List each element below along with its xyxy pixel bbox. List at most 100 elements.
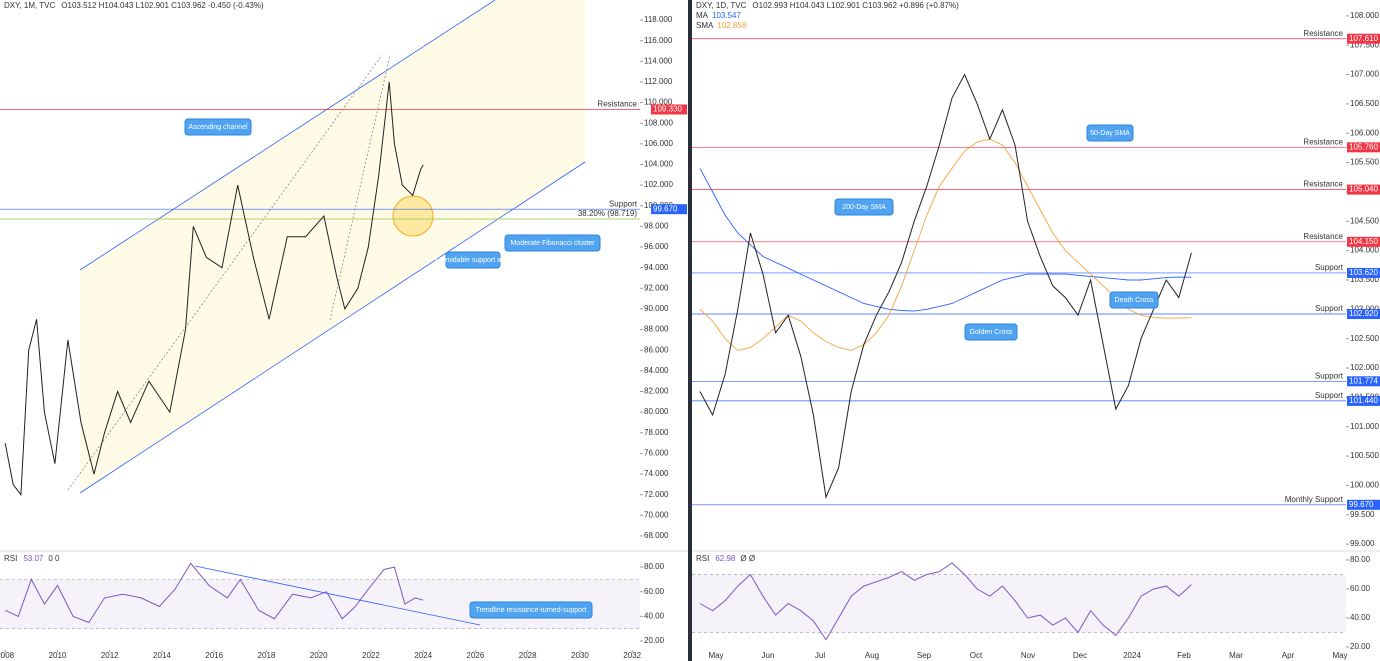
callout (1086, 124, 1134, 142)
y-tick-label: 106.000 (644, 139, 673, 148)
fib-trend (67, 54, 383, 491)
x-tick-label: 2020 (310, 651, 328, 660)
callout (445, 251, 501, 269)
x-tick-label: Feb (1177, 651, 1191, 660)
level-label: Resistance (597, 100, 637, 109)
x-tick-label: 2016 (205, 651, 223, 660)
callout-text: 200-Day SMA (842, 204, 886, 211)
level-label: Support (1315, 371, 1344, 380)
y-tick-label: 74.000 (644, 469, 669, 478)
y-tick-label: 60.00 (1350, 584, 1371, 593)
y-tick-label: 102.500 (1350, 334, 1379, 343)
price-tag (651, 204, 687, 215)
channel-lower (79, 161, 586, 494)
header-ohlc: O102.993 H104.043 L102.901 C103.962 +0.8… (752, 1, 959, 10)
x-tick-label: 2022 (362, 651, 380, 660)
price-tag-label: 101.440 (1349, 396, 1378, 405)
x-tick-label: 2032 (623, 651, 641, 660)
y-tick-label: 105.500 (1350, 158, 1379, 167)
x-tick-label: Sep (917, 651, 932, 660)
x-tick-label: 2014 (153, 651, 171, 660)
legend-name: SMA (696, 21, 714, 30)
x-tick-label: Jun (762, 651, 775, 660)
y-tick-label: 20.00 (1350, 642, 1371, 651)
y-tick-label: 107.000 (1350, 70, 1379, 79)
header-title: DXY, 1M, TVC (4, 1, 56, 10)
price-tag-label: 107.610 (1349, 34, 1378, 43)
level-label: Resistance (1303, 232, 1343, 241)
y-tick-label: 108.000 (644, 118, 673, 127)
price-line (699, 562, 1192, 641)
x-tick-label: Nov (1021, 651, 1035, 660)
y-tick-label: 101.000 (1350, 422, 1379, 431)
x-tick-label: 2010 (49, 651, 67, 660)
y-tick-label: 104.000 (1350, 246, 1379, 255)
header-title: DXY, 1D, TVC (696, 1, 747, 10)
price-tag (1347, 142, 1380, 153)
y-tick-label: 40.00 (1350, 613, 1371, 622)
support-area (392, 195, 434, 237)
price-tag (1347, 309, 1380, 320)
y-tick-label: 88.000 (644, 325, 669, 334)
callout (504, 234, 601, 252)
channel-fill (80, 0, 585, 493)
fib-trend (329, 54, 391, 321)
y-tick-label: 103.000 (1350, 304, 1379, 313)
x-tick-label: 2008 (0, 651, 15, 660)
y-tick-label: 100.500 (1350, 451, 1379, 460)
sma-line (699, 138, 1192, 351)
price-tag-label: 99.670 (1349, 500, 1374, 509)
x-tick-label: Oct (970, 651, 983, 660)
price-tag-label: 101.774 (1349, 376, 1378, 385)
y-tick-label: 102.000 (1350, 363, 1379, 372)
price-tag-label: 109.330 (653, 105, 682, 114)
y-tick-label: 102.000 (644, 180, 673, 189)
price-tag (1347, 499, 1380, 510)
price-tag-label: 104.150 (1349, 237, 1378, 246)
y-tick-label: 20.00 (644, 636, 665, 645)
price-tag-label: 105.040 (1349, 185, 1378, 194)
y-tick-label: 92.000 (644, 283, 669, 292)
price-line (4, 562, 424, 624)
price-tag-label: 99.670 (653, 204, 678, 213)
y-tick-label: 100.000 (1350, 481, 1379, 490)
y-tick-label: 106.500 (1350, 99, 1379, 108)
legend-value: 103.547 (712, 11, 741, 20)
x-tick-label: May (1332, 651, 1347, 660)
header-ohlc: O103.512 H104.043 L102.901 C103.962 -0.4… (61, 1, 264, 10)
y-tick-label: 99.000 (1350, 539, 1375, 548)
price-tag (1347, 184, 1380, 195)
legend-value: 102.858 (717, 21, 746, 30)
y-tick-label: 116.000 (644, 36, 673, 45)
price-tag (1347, 267, 1380, 278)
price-tag (1347, 395, 1380, 406)
price-tag-label: 103.620 (1349, 268, 1378, 277)
level-label: 38.20% (98.719) (578, 209, 637, 218)
callout (834, 198, 894, 216)
y-tick-label: 40.00 (644, 611, 665, 620)
x-tick-label: 2026 (467, 651, 485, 660)
callout (184, 118, 252, 136)
legend-name: MA (696, 11, 709, 20)
callout (469, 601, 593, 619)
callout-text: Ascending channel (188, 124, 248, 131)
price-tag (651, 104, 687, 115)
level-label: Support (1315, 263, 1344, 272)
y-tick-label: 86.000 (644, 345, 669, 354)
callout-text: 50-Day SMA (1090, 130, 1130, 137)
level-label: Resistance (1303, 137, 1343, 146)
price-tag (1347, 376, 1380, 387)
x-tick-label: Dec (1073, 651, 1087, 660)
sma-line (699, 168, 1192, 312)
level-label: Support (1315, 391, 1344, 400)
y-tick-label: 80.000 (644, 407, 669, 416)
callout-text: Trendline resistance-turned-support (476, 607, 587, 614)
y-tick-label: 106.000 (1350, 128, 1379, 137)
y-tick-label: 110.000 (644, 98, 673, 107)
price-tag (1347, 236, 1380, 247)
y-tick-label: 68.000 (644, 531, 669, 540)
price-tag-label: 105.760 (1349, 142, 1378, 151)
header-note: Ø Ø (740, 554, 755, 563)
price-line (699, 73, 1192, 500)
rsi-trendline (194, 565, 481, 626)
